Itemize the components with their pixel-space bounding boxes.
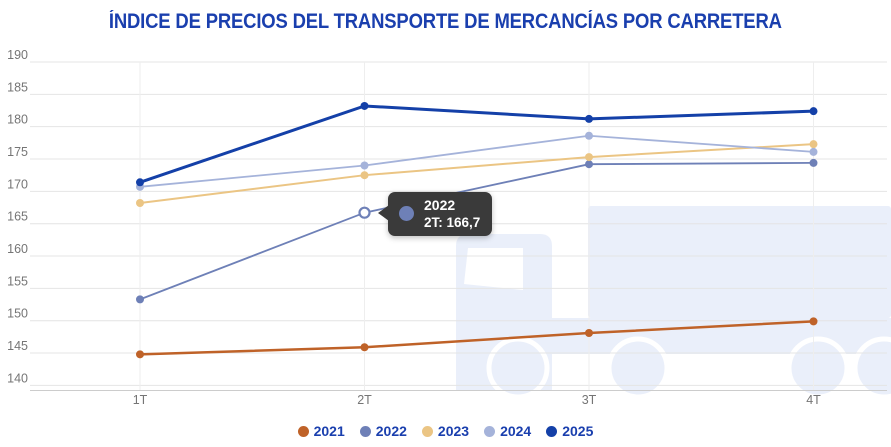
legend-label-2025: 2025 [562, 423, 594, 439]
legend-dot-2023 [421, 425, 433, 437]
legend-dot-2022 [359, 425, 371, 437]
series-line-2023 [139, 143, 815, 205]
x-axis-label: 3T [582, 393, 597, 407]
y-axis-label: 180 [7, 113, 28, 127]
point-2024-4T[interactable] [809, 147, 818, 156]
point-2025-2T[interactable] [360, 101, 369, 110]
point-2025-1T[interactable] [136, 178, 144, 187]
point-2021-4T[interactable] [809, 317, 818, 326]
point-2022-3T[interactable] [585, 160, 593, 169]
legend-item-2024[interactable]: 2024 [484, 423, 531, 439]
y-axis-label: 145 [7, 339, 28, 353]
point-2023-1T[interactable] [136, 199, 144, 208]
y-axis-label: 185 [7, 80, 28, 94]
y-axis-label: 165 [7, 210, 28, 224]
series-line-2025 [138, 104, 815, 184]
tooltip: 2022 2T: 166,7 [378, 192, 492, 236]
chart-title: ÍNDICE DE PRECIOS DEL TRANSPORTE DE MERC… [109, 10, 782, 33]
point-2025-3T[interactable] [585, 114, 593, 123]
legend-label-2021: 2021 [313, 423, 345, 439]
point-2023-2T[interactable] [360, 171, 369, 180]
legend-dot-2021 [297, 425, 309, 437]
y-axis-label: 150 [7, 307, 28, 321]
tooltip-series-name: 2022 [424, 197, 456, 213]
truck-watermark-icon [456, 206, 891, 400]
legend-label-2022: 2022 [375, 423, 407, 439]
point-2023-3T[interactable] [585, 153, 593, 162]
point-2021-2T[interactable] [360, 343, 369, 352]
legend-item-2023[interactable]: 2023 [421, 423, 470, 439]
legend-dot-2025 [546, 425, 558, 437]
point-2022-4T[interactable] [809, 158, 818, 167]
y-axis-label: 190 [7, 48, 28, 62]
point-2025-4T[interactable] [809, 107, 818, 116]
point-2023-4T[interactable] [809, 140, 818, 149]
tooltip-value: 2T: 166,7 [424, 215, 481, 230]
x-axis-label: 2T [357, 393, 372, 407]
x-axis-label: 1T [133, 393, 148, 407]
y-axis-label: 160 [7, 242, 28, 256]
legend-label-2024: 2024 [500, 423, 532, 439]
y-axis-label: 170 [7, 177, 28, 191]
chart-plot-area: 190 185 180 175 170 165 160 155 150 145 140 1T 2T 3T 4… [7, 48, 891, 407]
y-axis-label: 155 [7, 274, 28, 288]
point-2021-1T[interactable] [136, 350, 144, 359]
line-chart-svg: 190 185 180 175 170 165 160 155 150 145 140 1T 2T 3T 4… [7, 48, 891, 407]
legend-label-2023: 2023 [437, 423, 470, 439]
series-line-2022 [139, 162, 815, 301]
legend-dot-2024 [484, 425, 496, 437]
point-2021-3T[interactable] [585, 329, 593, 338]
x-axis-label: 4T [806, 393, 821, 407]
legend-item-2021[interactable]: 2021 [297, 423, 345, 439]
y-axis-label: 175 [7, 145, 28, 159]
tooltip-arrow-icon [378, 205, 389, 221]
point-2022-1T[interactable] [136, 295, 144, 304]
point-2024-2T[interactable] [360, 161, 369, 170]
legend-item-2025[interactable]: 2025 [546, 423, 593, 439]
highlighted-point-2022-2T[interactable] [358, 206, 371, 219]
legend-item-2022[interactable]: 2022 [359, 423, 407, 439]
point-2024-3T[interactable] [585, 131, 593, 140]
series-line-2021 [138, 320, 815, 356]
y-axis-label: 140 [7, 371, 28, 385]
series-line-2024 [139, 134, 815, 188]
tooltip-series-dot [399, 206, 414, 221]
legend: 2021 2022 2023 2024 2025 [0, 421, 891, 441]
